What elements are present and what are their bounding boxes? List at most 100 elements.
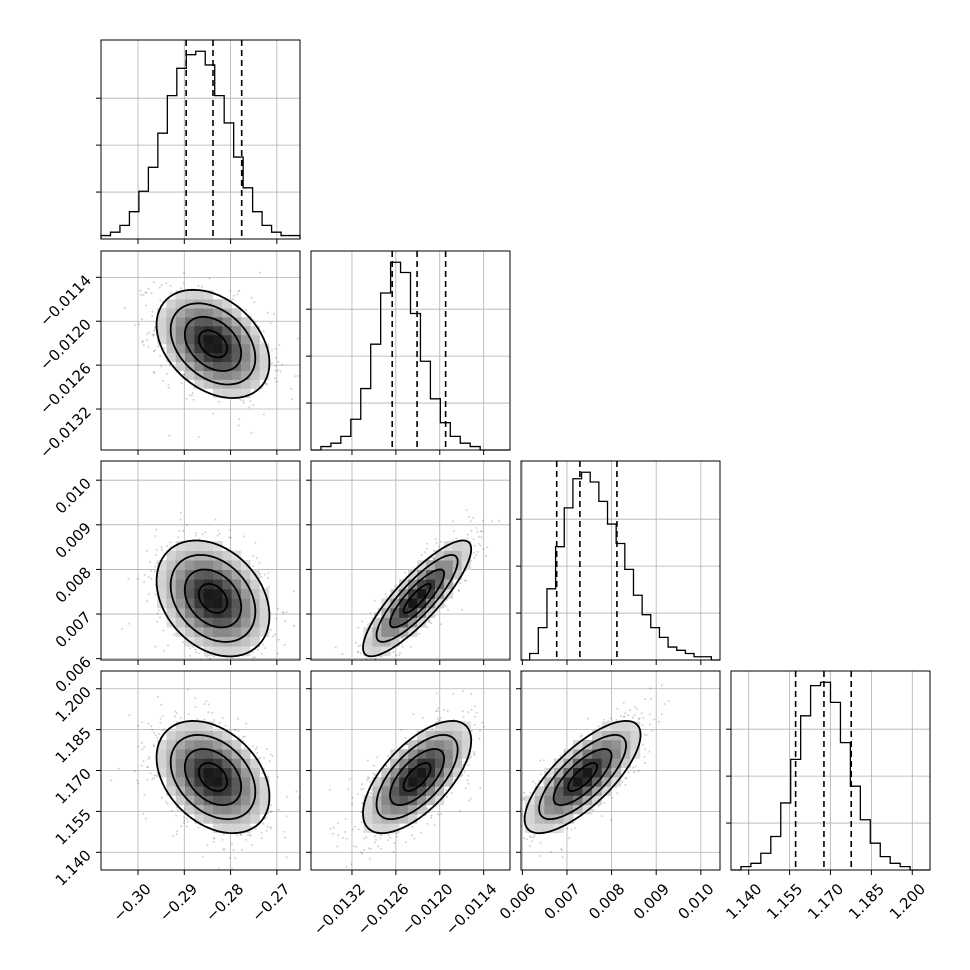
sample-point <box>201 855 204 858</box>
sample-point <box>366 778 369 781</box>
sample-point <box>192 398 195 401</box>
panel-frame <box>100 460 301 661</box>
panel-frame <box>100 39 301 240</box>
sample-point <box>357 645 360 648</box>
sample-point <box>159 721 162 724</box>
sample-point <box>272 313 275 315</box>
sample-point <box>179 661 181 663</box>
density-cell <box>259 804 270 815</box>
density-cell <box>222 617 232 628</box>
sample-point <box>426 808 429 811</box>
density-cell <box>185 758 195 769</box>
sample-point <box>276 369 279 371</box>
density-cell <box>259 617 270 628</box>
sample-point <box>183 819 186 822</box>
density-cell <box>194 795 205 806</box>
contour-line <box>183 748 243 807</box>
sample-point <box>426 542 429 545</box>
sample-point <box>238 418 241 421</box>
sample-point <box>360 664 362 666</box>
sample-point <box>182 529 185 532</box>
density-cell <box>250 343 260 354</box>
sample-point <box>140 293 143 296</box>
sample-point <box>229 529 231 532</box>
sample-point <box>380 834 383 836</box>
sample-point <box>197 826 200 829</box>
density-cell <box>194 740 205 750</box>
density-cell <box>408 617 418 628</box>
density-cell <box>231 326 242 336</box>
sample-point <box>155 774 158 777</box>
sample-point <box>232 848 235 851</box>
density-cell <box>363 636 373 647</box>
sample-point <box>220 664 222 666</box>
sample-point <box>254 748 257 751</box>
density-cell <box>240 608 251 618</box>
sample-point <box>266 576 269 579</box>
density-cell <box>213 361 223 372</box>
sample-point <box>222 848 225 851</box>
density-cell <box>231 749 242 759</box>
sample-point <box>155 528 158 531</box>
density-cell <box>231 579 242 590</box>
density-shading <box>157 541 270 657</box>
sample-point <box>148 756 151 758</box>
sample-point <box>359 644 362 647</box>
sample-point <box>361 663 363 665</box>
sample-point <box>362 674 364 676</box>
sample-point <box>153 329 156 332</box>
density-cell <box>213 758 223 769</box>
density-cell <box>194 598 205 609</box>
sample-point <box>254 320 257 323</box>
sample-point <box>182 816 185 819</box>
sample-point <box>295 790 298 793</box>
sample-point <box>334 646 337 649</box>
density-cell <box>417 588 427 599</box>
density-cell <box>250 636 260 647</box>
sample-point <box>389 836 392 839</box>
density-cell <box>452 550 463 561</box>
sample-point <box>185 523 188 526</box>
density-cell <box>222 608 232 618</box>
density-cell <box>408 598 418 609</box>
sample-point <box>277 607 279 610</box>
density-cell <box>390 588 400 599</box>
density-cell <box>185 767 195 778</box>
sample-point <box>151 728 154 731</box>
sample-point <box>134 324 136 327</box>
sample-point <box>207 711 210 714</box>
density-cell <box>426 588 436 599</box>
density-cell <box>203 627 214 637</box>
density-cell <box>231 777 242 787</box>
density-cell <box>222 560 232 570</box>
density-cell <box>203 608 214 618</box>
density-cell <box>399 617 409 628</box>
sample-point <box>239 398 242 401</box>
scatter-panel-3-1 <box>100 460 301 666</box>
sample-point <box>155 548 158 551</box>
sample-point <box>458 582 461 585</box>
density-cell <box>213 767 223 778</box>
sample-point <box>137 725 140 727</box>
density-cell <box>250 326 260 336</box>
density-cell <box>231 588 242 599</box>
sample-point <box>426 822 429 825</box>
sample-point <box>175 806 178 809</box>
density-cell <box>185 721 195 731</box>
density-cell <box>185 786 195 796</box>
sample-point <box>244 308 247 311</box>
sample-point <box>263 647 266 650</box>
density-cell <box>166 569 177 580</box>
sample-point <box>153 371 156 373</box>
density-cell <box>417 579 427 590</box>
density-cell <box>194 343 205 354</box>
density-cell <box>185 308 195 318</box>
sample-point <box>156 620 158 623</box>
density-cell <box>185 326 195 336</box>
sample-point <box>265 748 268 750</box>
sample-point <box>357 651 359 654</box>
density-cell <box>203 343 214 354</box>
sample-point <box>213 719 216 721</box>
density-cell <box>166 550 177 561</box>
density-cell <box>231 617 242 628</box>
